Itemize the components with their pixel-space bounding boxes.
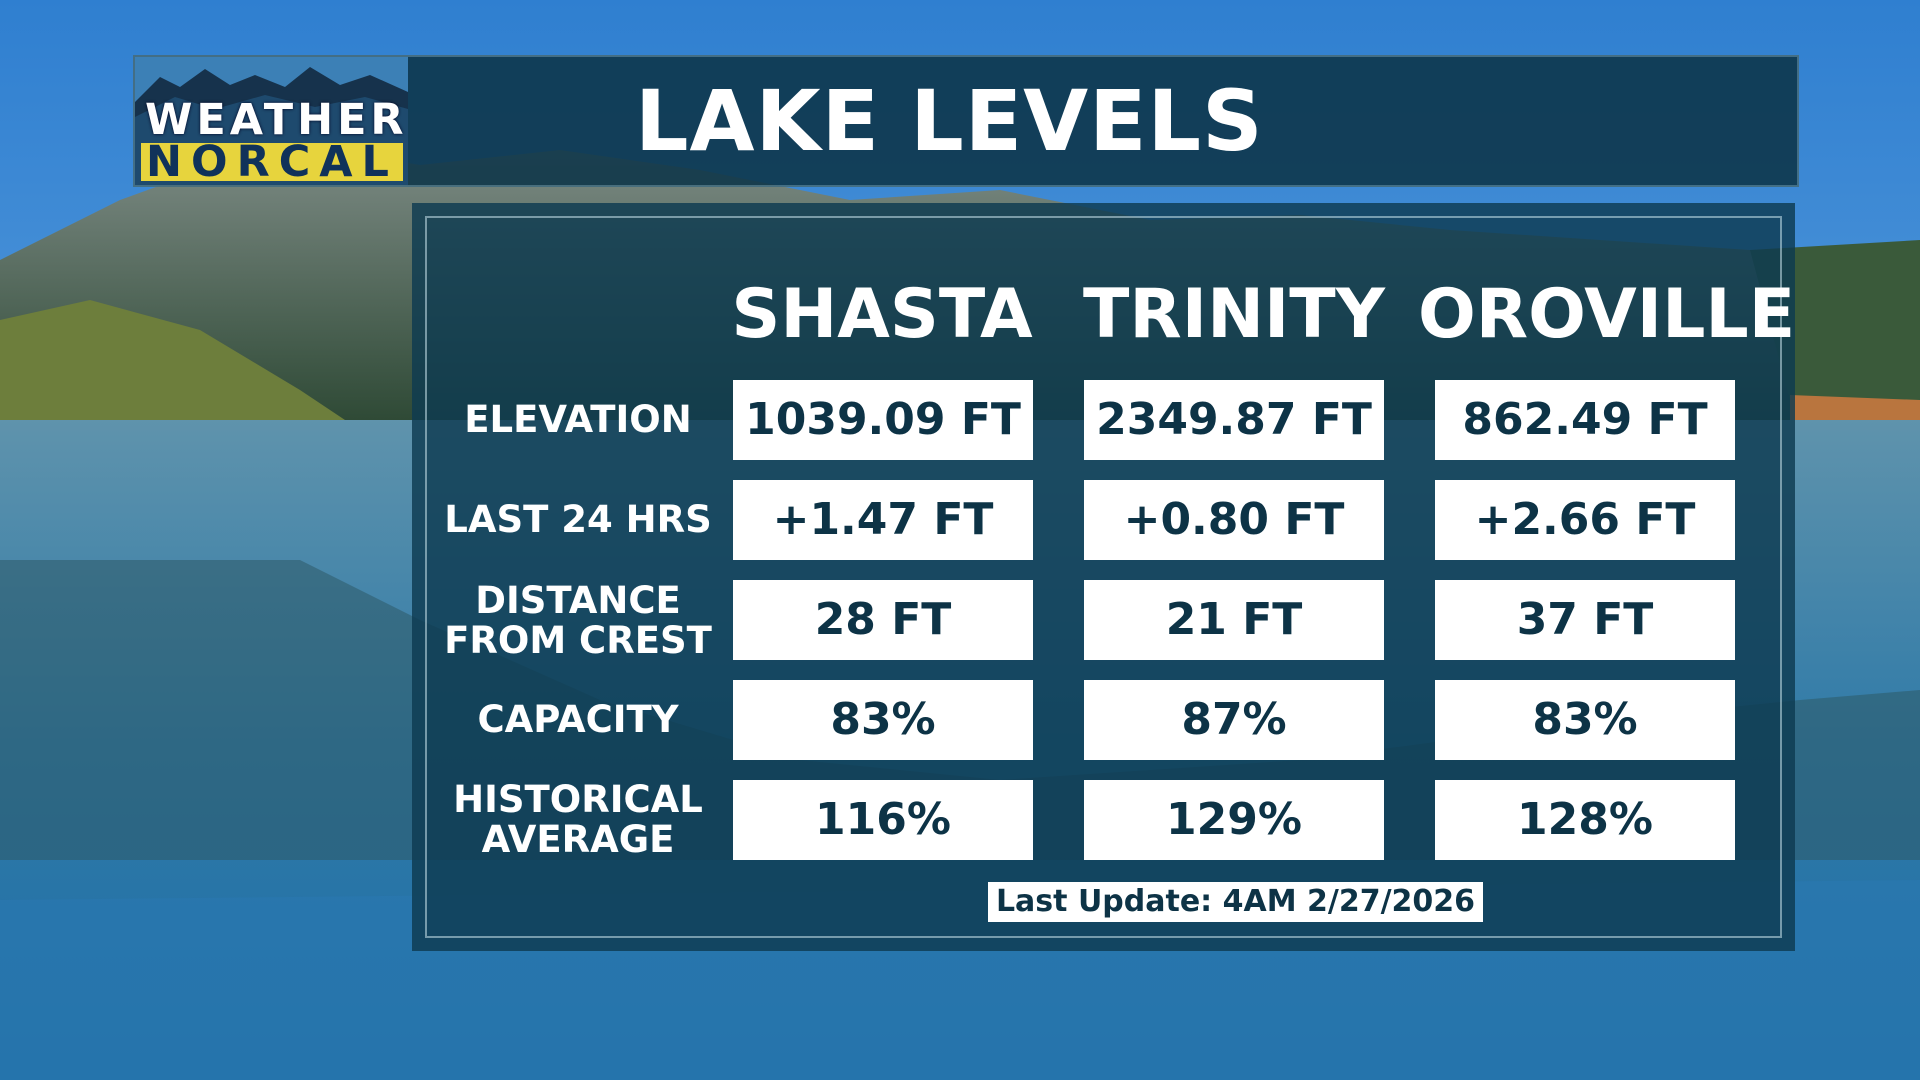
cell-oroville-historical-average: 128% <box>1435 780 1735 860</box>
row-label-historical-average: HISTORICAL AVERAGE <box>453 778 703 861</box>
cell-oroville-capacity: 83% <box>1435 680 1735 760</box>
row-label-elevation: ELEVATION <box>464 398 692 441</box>
logo-text-norcal: NORCAL <box>146 137 398 185</box>
cell-shasta-last-24-hrs: +1.47 FT <box>733 480 1033 560</box>
column-header-shasta: SHASTA <box>731 275 1033 354</box>
cell-oroville-last-24-hrs: +2.66 FT <box>1435 480 1735 560</box>
cell-trinity-last-24-hrs: +0.80 FT <box>1084 480 1384 560</box>
cell-trinity-historical-average: 129% <box>1084 780 1384 860</box>
cell-oroville-elevation: 862.49 FT <box>1435 380 1735 460</box>
logo-yellow-bar <box>141 143 403 181</box>
cell-shasta-historical-average: 116% <box>733 780 1033 860</box>
page-title: LAKE LEVELS <box>635 72 1264 170</box>
header-bar: WEATHER NORCAL LAKE LEVELS <box>133 55 1799 187</box>
last-update-label: Last Update: 4AM 2/27/2026 <box>988 882 1483 922</box>
cell-shasta-capacity: 83% <box>733 680 1033 760</box>
cell-shasta-distance-from-crest: 28 FT <box>733 580 1033 660</box>
row-label-capacity: CAPACITY <box>477 698 679 741</box>
row-label-last-24-hrs: LAST 24 HRS <box>444 498 712 541</box>
cell-shasta-elevation: 1039.09 FT <box>733 380 1033 460</box>
weather-norcal-logo: WEATHER NORCAL <box>135 57 408 185</box>
logo-text-weather: WEATHER <box>145 95 408 145</box>
column-header-oroville: OROVILLE <box>1418 275 1796 354</box>
column-header-trinity: TRINITY <box>1083 275 1385 354</box>
cell-trinity-capacity: 87% <box>1084 680 1384 760</box>
panel-border <box>425 216 1782 938</box>
cell-trinity-distance-from-crest: 21 FT <box>1084 580 1384 660</box>
cell-trinity-elevation: 2349.87 FT <box>1084 380 1384 460</box>
row-label-distance-from-crest: DISTANCE FROM CREST <box>444 579 712 662</box>
cell-oroville-distance-from-crest: 37 FT <box>1435 580 1735 660</box>
